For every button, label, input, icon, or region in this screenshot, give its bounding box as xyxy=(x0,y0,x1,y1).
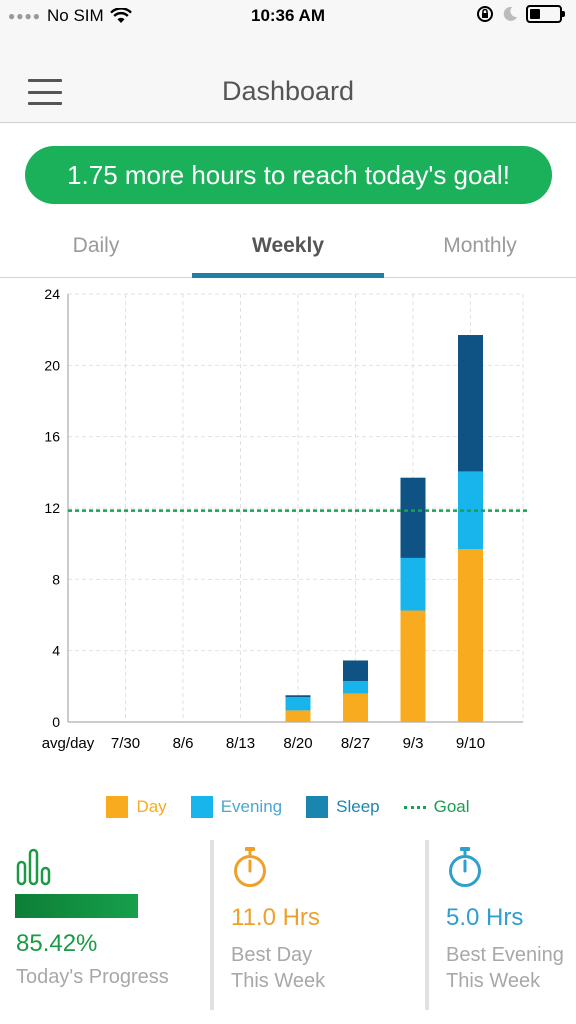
legend-item-day: Day xyxy=(106,796,167,818)
bar-evening-segment xyxy=(343,680,368,694)
x-tick-label: 9/3 xyxy=(403,735,424,752)
signal-strength-icon: ●●●● xyxy=(8,9,41,23)
bar-evening-segment xyxy=(400,557,426,611)
stat-today-progress: 85.42% Today's Progress xyxy=(0,838,210,1014)
stopwatch-icon xyxy=(449,847,481,887)
progress-value: 85.42% xyxy=(16,930,98,957)
stat-best-day: 11.0 Hrs Best Day This Week xyxy=(214,838,424,1014)
x-tick-label: 8/20 xyxy=(283,735,312,752)
bar-sleep-segment xyxy=(343,660,368,681)
x-tick-label: avg/day xyxy=(42,735,95,752)
wifi-icon xyxy=(109,8,132,23)
best-evening-value: 5.0 Hrs xyxy=(446,904,524,931)
stat-best-evening: 5.0 Hrs Best Evening This Week xyxy=(429,838,576,1014)
status-bar: ●●●● No SIM 10:36 AM xyxy=(0,0,576,34)
best-day-label-line1: Best Day xyxy=(231,944,313,966)
page-title: Dashboard xyxy=(221,76,355,106)
stats-divider xyxy=(425,840,429,1010)
nav-bar: Dashboard xyxy=(0,34,576,123)
period-tabs: Daily Weekly Monthly xyxy=(0,222,576,278)
legend-label-evening: Evening xyxy=(220,797,283,816)
legend-label-sleep: Sleep xyxy=(336,797,380,816)
battery-icon xyxy=(526,5,565,23)
legend-label-goal: Goal xyxy=(433,797,470,816)
bar-evening-segment xyxy=(285,697,311,711)
legend-swatch-day xyxy=(106,796,129,818)
progress-label: Today's Progress xyxy=(16,966,169,988)
legend-label-day: Day xyxy=(136,797,167,816)
best-day-label-line2: This Week xyxy=(231,970,326,992)
bar-day-segment xyxy=(458,549,483,722)
tab-monthly[interactable]: Monthly xyxy=(443,234,517,257)
goal-banner: 1.75 more hours to reach today's goal! xyxy=(25,146,552,204)
x-tick-label: 8/27 xyxy=(341,735,370,752)
x-tick-label: 8/13 xyxy=(226,735,255,752)
bar-day-segment xyxy=(285,710,311,722)
weekly-chart: 0 4 8 12 16 20 24 avg/day 7/30 8/6 8/13 8/20 8/27 9/3… xyxy=(0,282,576,752)
legend-goal-line xyxy=(403,805,426,809)
y-tick-label: 16 xyxy=(44,429,60,445)
y-tick-label: 8 xyxy=(52,571,60,587)
legend-swatch-sleep xyxy=(306,796,329,818)
bar-sleep-segment xyxy=(285,695,311,698)
hamburger-menu-icon[interactable] xyxy=(28,79,62,105)
stats-divider xyxy=(210,840,214,1010)
status-left: ●●●● No SIM xyxy=(8,6,132,26)
legend-item-goal: Goal xyxy=(403,797,470,817)
rotation-lock-icon xyxy=(477,6,493,22)
chart-legend: Day Evening Sleep Goal xyxy=(0,792,576,822)
legend-item-sleep: Sleep xyxy=(306,796,380,818)
best-day-value: 11.0 Hrs xyxy=(231,904,320,931)
status-right xyxy=(476,5,565,23)
bar-day-segment xyxy=(400,610,426,722)
carrier-label: No SIM xyxy=(47,6,104,25)
stopwatch-icon xyxy=(234,847,266,887)
x-tick-label: 7/30 xyxy=(111,735,140,752)
bar-sleep-segment xyxy=(400,477,426,558)
bar-day-segment xyxy=(343,693,368,722)
y-tick-label: 0 xyxy=(52,714,60,730)
y-tick-label: 12 xyxy=(44,500,60,516)
bar-sleep-segment xyxy=(458,335,483,472)
progress-bar xyxy=(15,894,138,918)
stats-panel: 85.42% Today's Progress 11.0 Hrs Best Da… xyxy=(0,838,576,1014)
y-tick-label: 24 xyxy=(44,286,60,302)
stacked-bar-chart: 0 4 8 12 16 20 24 avg/day 7/30 8/6 8/13 8/20 8/27 9/3… xyxy=(42,286,527,752)
x-tick-label: 8/6 xyxy=(173,735,194,752)
y-tick-label: 20 xyxy=(44,357,60,373)
x-tick-label: 9/10 xyxy=(456,735,485,752)
y-tick-label: 4 xyxy=(52,643,60,659)
legend-swatch-evening xyxy=(190,796,213,818)
best-evening-label-line1: Best Evening xyxy=(446,944,564,966)
bar-chart-icon xyxy=(16,848,51,886)
best-evening-label-line2: This Week xyxy=(446,970,541,992)
status-time: 10:36 AM xyxy=(250,6,325,25)
moon-icon xyxy=(503,6,517,21)
active-tab-indicator xyxy=(192,273,384,278)
legend-item-evening: Evening xyxy=(190,796,283,818)
tab-weekly[interactable]: Weekly xyxy=(252,234,324,257)
tab-daily[interactable]: Daily xyxy=(72,234,120,257)
